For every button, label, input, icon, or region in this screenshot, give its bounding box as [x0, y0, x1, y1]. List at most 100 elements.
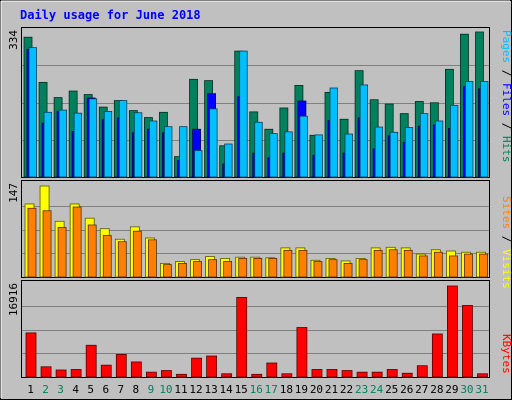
pages-bar: pages 14: 76 — [224, 143, 233, 178]
day-label: 24 — [370, 383, 384, 396]
visits-max-label: 147 — [7, 183, 20, 203]
day-label: 4 — [72, 383, 79, 396]
sites-bar: sites 5: 84 — [87, 224, 97, 278]
day-label: 3 — [57, 383, 64, 396]
kbytes-bar: kbytes 15: 14800 — [236, 296, 248, 378]
pages-bar: pages 7: 176 — [118, 100, 128, 178]
legend-entry: Files — [500, 83, 512, 116]
kbytes-bar: kbytes 3: 1300 — [55, 369, 67, 378]
sites-bar: sites 14: 25 — [223, 261, 233, 278]
visits-legend: Sites / Visits — [500, 196, 512, 289]
pages-bar: pages 6: 151 — [103, 111, 113, 178]
kbytes-bar: kbytes 23: 900 — [356, 371, 368, 378]
sites-bar: sites 9: 60 — [147, 239, 157, 278]
hits-max-label: 334 — [7, 30, 20, 50]
day-label: 20 — [310, 383, 323, 396]
pages-bar: pages 23: 212 — [359, 84, 369, 178]
sites-bar: sites 4: 113 — [72, 206, 82, 278]
kbytes-gridlines — [22, 306, 489, 354]
sites-bar: sites 15: 30 — [238, 258, 248, 278]
sites-bar: sites 20: 25 — [313, 261, 323, 278]
legend-entry: Pages — [500, 30, 512, 63]
kbytes-bar: kbytes 30: 13300 — [462, 305, 473, 378]
pages-bar: pages 15: 290 — [239, 50, 248, 178]
sites-bar: sites 27: 34 — [418, 255, 428, 278]
sites-bar: sites 26: 43 — [403, 249, 413, 278]
sites-bar: sites 2: 107 — [42, 210, 52, 278]
pages-bar: pages 28: 129 — [434, 120, 444, 178]
sites-bar: sites 1: 111 — [27, 207, 37, 278]
legend-entry: KBytes — [500, 334, 512, 374]
hits-legend: Pages / Files / Hits — [500, 30, 512, 163]
kbytes-bar: kbytes 11: 500 — [176, 373, 187, 378]
day-label: 29 — [445, 383, 458, 396]
day-label: 1 — [27, 383, 34, 396]
day-label: 25 — [385, 383, 398, 396]
sites-bar: sites 30: 37 — [464, 253, 473, 278]
kbytes-bar: kbytes 6: 2200 — [100, 364, 112, 378]
legend-entry: / — [500, 229, 512, 249]
pages-bar: pages 30: 220 — [465, 81, 474, 178]
legend-entry: / — [500, 116, 512, 136]
visits-sites-bars: visits 1: 118sites 1: 111visits 2: 147si… — [24, 185, 488, 278]
day-label: 11 — [174, 383, 187, 396]
day-labels: 1 2 3 4 5 6 7 8 9 10 11 12 13 14 15 16 17 18 19 20 21 22 23 24 2… — [27, 383, 488, 396]
kbytes-bar: kbytes 9: 900 — [145, 371, 157, 378]
sites-bar: sites 12: 25 — [193, 261, 202, 278]
day-label: 7 — [117, 383, 124, 396]
sites-bar: sites 25: 44 — [388, 249, 398, 278]
day-label: 12 — [189, 383, 202, 396]
day-label: 8 — [133, 383, 140, 396]
pages-bar: pages 8: 148 — [133, 112, 143, 178]
day-label: 21 — [325, 383, 338, 396]
kbytes-bar: kbytes 26: 700 — [401, 372, 413, 378]
pages-bar: pages 3: 154 — [58, 109, 67, 178]
pages-bar: pages 27: 146 — [419, 113, 429, 178]
pages-bar: pages 9: 129 — [148, 120, 158, 178]
pages-bar: pages 2: 149 — [43, 111, 52, 178]
day-label: 30 — [460, 383, 473, 396]
sites-bar: sites 11: 22 — [178, 262, 187, 278]
sites-bar: sites 13: 28 — [208, 259, 218, 278]
day-label: 5 — [87, 383, 94, 396]
pages-bar: pages 10: 116 — [164, 126, 173, 178]
kbytes-bar: kbytes 28: 8000 — [431, 333, 443, 378]
sites-bar: sites 8: 74 — [132, 230, 142, 278]
sites-bar: sites 19: 43 — [298, 249, 308, 278]
kbytes-bar: kbytes 10: 1200 — [161, 370, 172, 378]
pages-bar: pages 18: 104 — [284, 131, 293, 178]
pages-bar: pages 17: 100 — [269, 133, 278, 178]
kbytes-bar: kbytes 16: 500 — [251, 373, 263, 378]
day-label: 22 — [340, 383, 353, 396]
kbytes-bar: kbytes 12: 3500 — [191, 357, 202, 378]
pages-bar: pages 13: 157 — [209, 108, 218, 178]
kbytes-bar: kbytes 14: 600 — [221, 373, 233, 378]
hits-files-pages-bars: hits 1: 322files 1: 294pages 1: 298hits … — [23, 31, 489, 178]
kbytes-bar: kbytes 25: 1400 — [386, 369, 398, 378]
pages-bar: pages 4: 147 — [73, 112, 83, 178]
kbytes-bar: kbytes 8: 2800 — [130, 361, 142, 378]
day-label: 9 — [148, 383, 155, 396]
pages-bar: pages 22: 99 — [344, 133, 353, 178]
pages-bar: pages 1: 298 — [28, 47, 37, 178]
sites-bar: sites 17: 30 — [268, 258, 278, 278]
kbytes-bar: kbytes 7: 4200 — [115, 354, 127, 378]
day-label: 31 — [475, 383, 488, 396]
pages-bar: pages 21: 205 — [329, 87, 338, 178]
day-label: 13 — [204, 383, 217, 396]
sites-bar: sites 3: 80 — [57, 227, 67, 278]
kbytes-bar: kbytes 5: 5900 — [85, 344, 97, 378]
kbytes-bar: kbytes 31: 600 — [477, 373, 488, 378]
kbytes-bar: kbytes 20: 1400 — [311, 369, 323, 378]
pages-bar: pages 16: 126 — [254, 121, 263, 178]
day-label: 16 — [250, 383, 263, 396]
sites-bar: sites 18: 43 — [283, 249, 293, 278]
kbytes-bar: kbytes 1: 8200 — [25, 332, 37, 378]
sites-bar: sites 16: 30 — [253, 258, 263, 278]
pages-bar: pages 12: 61 — [194, 150, 203, 178]
day-label: 28 — [430, 383, 443, 396]
sites-bar: sites 23: 28 — [358, 259, 368, 278]
pages-bar: pages 25: 103 — [389, 131, 399, 178]
kbytes-bar: kbytes 29: 16916 — [446, 285, 458, 378]
